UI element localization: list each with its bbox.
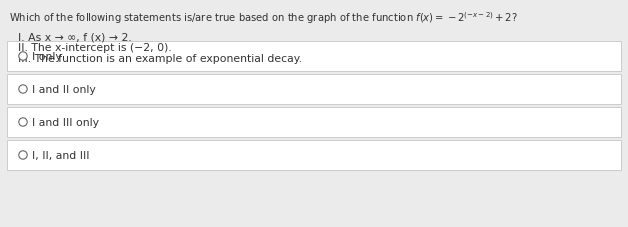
Circle shape bbox=[19, 151, 27, 160]
Text: I and II only: I and II only bbox=[32, 85, 95, 95]
Bar bbox=[7, 42, 621, 72]
Text: I, II, and III: I, II, and III bbox=[32, 150, 90, 160]
Text: Which of the following statements is/are true based on the graph of the function: Which of the following statements is/are… bbox=[9, 10, 518, 26]
Text: III. The function is an example of exponential decay.: III. The function is an example of expon… bbox=[18, 54, 302, 64]
Text: II. The x-intercept is (−2, 0).: II. The x-intercept is (−2, 0). bbox=[18, 43, 171, 53]
Bar bbox=[7, 75, 621, 105]
Bar bbox=[7, 108, 621, 137]
Bar bbox=[7, 140, 621, 170]
Text: I only: I only bbox=[32, 52, 62, 62]
Circle shape bbox=[19, 53, 27, 61]
Text: I and III only: I and III only bbox=[32, 118, 99, 127]
Circle shape bbox=[19, 118, 27, 127]
Text: I. As x → ∞, f (x) → 2.: I. As x → ∞, f (x) → 2. bbox=[18, 32, 132, 42]
Circle shape bbox=[19, 85, 27, 94]
